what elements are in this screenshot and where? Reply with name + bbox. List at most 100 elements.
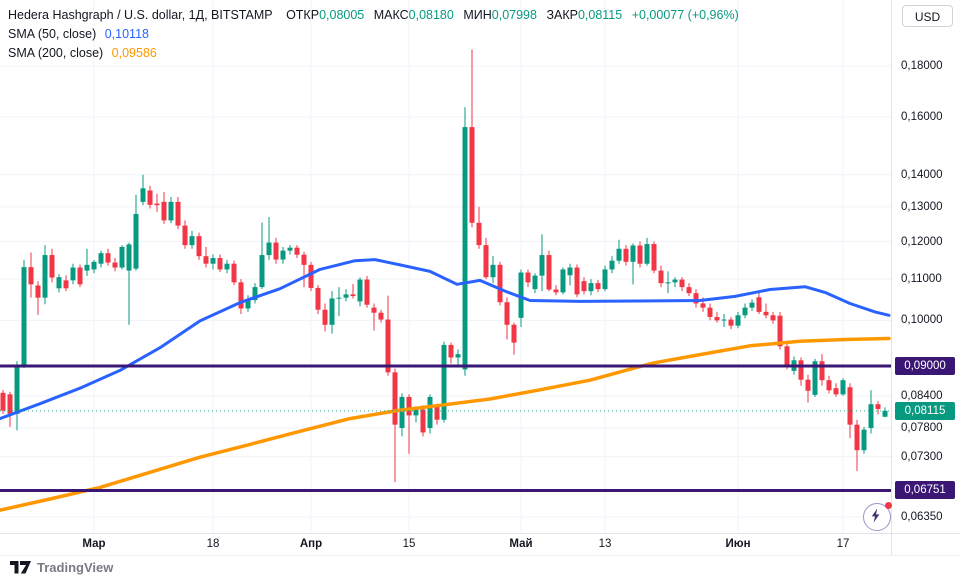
price-tick-label: 0,07800 [901,421,943,434]
candle-body [175,201,181,226]
candle-body [210,258,216,264]
tradingview-logo-icon [10,561,31,574]
candle-body [189,236,195,246]
chart-pane[interactable]: Hedera Hashgraph / U.S. dollar, 1Д, BITS… [0,0,892,533]
candle-body [854,424,860,451]
candle-body [399,396,405,428]
price-line-label-badge: 0,06751 [895,481,955,500]
candle-body [525,272,531,283]
candle-body [707,307,713,317]
candle-body [322,309,328,325]
flash-ideas-button[interactable] [863,502,892,531]
candle-body [343,294,349,298]
price-tick-label: 0,14000 [901,168,943,181]
candle-body [833,388,839,395]
candle-body [581,281,587,292]
price-axis[interactable]: USD 0,18000 0,16000 0,14000 0,13000 0,12000 0… [891,0,960,533]
time-tick-label: Июн [725,538,751,550]
candle-body [868,404,874,428]
candle-body [42,255,48,298]
candle-body [56,277,62,289]
candle-body [182,225,188,246]
high-value: 0,08180 [408,8,454,22]
candle-body [49,255,55,278]
candle-body [140,188,146,202]
candle-body [154,203,160,206]
candle-body [875,404,881,409]
candle-body [602,269,608,290]
chart-legend: Hedera Hashgraph / U.S. dollar, 1Д, BITS… [8,6,739,63]
time-tick-label: 17 [836,538,850,550]
candle-body [462,127,468,370]
candle-body [448,344,454,358]
close-value: 0,08115 [577,8,623,22]
candle-body [371,307,377,313]
candle-body [336,297,342,299]
candle-body [434,406,440,420]
candle-body [70,267,76,281]
price-tick-label: 0,18000 [901,60,943,72]
candle-body [161,201,167,221]
candle-body [385,319,391,373]
symbol-title[interactable]: Hedera Hashgraph / U.S. dollar, 1Д, BITS… [8,8,273,22]
candle-body [406,396,412,416]
tradingview-logo-text: TradingView [37,560,114,575]
candle-body [133,213,139,269]
candlestick-chart[interactable] [0,0,891,533]
time-tick-label: Апр [299,538,323,550]
candle-body [567,267,573,276]
candle-body [126,244,132,271]
candle-body [98,253,104,264]
candle-body [294,247,300,255]
candle-body [273,242,279,260]
candle-body [861,429,867,451]
candle-body [700,303,706,308]
price-tick-label: 0,06350 [901,511,943,523]
candle-body [315,287,321,310]
candle-body [511,324,517,343]
candle-body [392,372,398,425]
currency-toggle-button[interactable]: USD [902,5,953,27]
candle-body [672,279,678,283]
open-label: ОТКР [286,8,320,22]
time-axis[interactable]: Мар 18 Апр 15 Май 13 Июн 17 [0,533,891,556]
symbol-legend-row[interactable]: Hedera Hashgraph / U.S. dollar, 1Д, BITS… [8,6,739,24]
candle-body [756,297,762,312]
candle-body [245,300,251,309]
candle-body [168,201,174,221]
candle-body [441,344,447,420]
sma200-label: SMA (200, close) [8,46,104,60]
candle-body [847,387,853,425]
candle-body [686,287,692,294]
sma50-legend-row[interactable]: SMA (50, close) 0,10118 [8,25,739,43]
candle-body [560,269,566,293]
candle-body [476,222,482,246]
low-label: МИН [463,8,492,22]
candle-body [609,260,615,270]
time-tick-label: Май [509,538,533,550]
candle-body [266,242,272,256]
candle-body [546,255,552,290]
last-price-badge: 0,08115 [895,401,955,420]
candle-body [259,255,265,288]
time-tick-label: 13 [598,538,612,550]
candle-body [882,410,888,417]
sma200-legend-row[interactable]: SMA (200, close) 0,09586 [8,44,739,62]
candle-body [287,247,293,251]
candle-body [308,264,314,288]
low-value: 0,07998 [491,8,537,22]
axis-corner [891,533,960,556]
candle-body [427,396,433,428]
tradingview-logo[interactable]: TradingView [10,560,113,575]
sma50-value: 0,10118 [104,27,149,41]
candle-body [763,311,769,316]
sma-50-line[interactable] [0,258,891,421]
candle-body [532,275,538,290]
candle-body [812,361,818,395]
candle-body [238,282,244,309]
sma200-value: 0,09586 [111,46,157,60]
lightning-icon [871,508,880,523]
candle-body [469,127,475,223]
sma-200-line[interactable] [0,336,891,512]
